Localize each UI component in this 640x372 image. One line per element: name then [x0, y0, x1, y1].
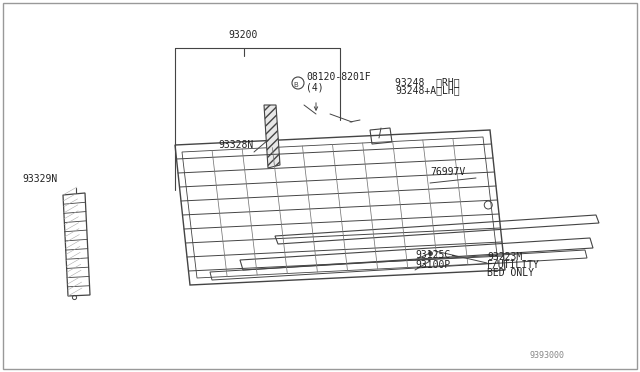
Text: B: B — [294, 82, 298, 88]
Text: 93223M: 93223M — [487, 252, 522, 262]
Text: 93329N: 93329N — [22, 174, 57, 184]
Text: 93328N: 93328N — [218, 140, 253, 150]
Text: 93200: 93200 — [228, 30, 257, 40]
Text: 9393000: 9393000 — [530, 351, 565, 360]
Text: 93100P: 93100P — [415, 260, 451, 270]
Text: 08120-8201F: 08120-8201F — [306, 72, 371, 82]
Text: 93248  〈RH〉: 93248 〈RH〉 — [395, 77, 460, 87]
Text: BED ONLY: BED ONLY — [487, 268, 534, 278]
Text: F/UTILITY: F/UTILITY — [487, 260, 540, 270]
Text: (4): (4) — [306, 82, 324, 92]
Text: 76997V: 76997V — [430, 167, 465, 177]
Text: 93125C-: 93125C- — [415, 250, 456, 260]
Text: 93248+A〈LH〉: 93248+A〈LH〉 — [395, 85, 460, 95]
Polygon shape — [264, 105, 280, 168]
